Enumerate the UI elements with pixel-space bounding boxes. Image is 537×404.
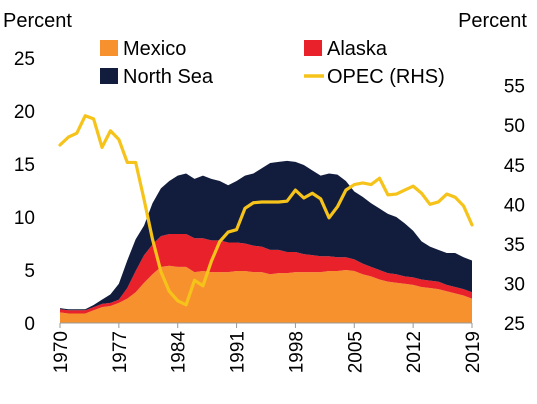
legend-label: North Sea — [123, 66, 214, 88]
right-tick-label: 30 — [504, 274, 525, 295]
x-tick-label: 2019 — [463, 331, 484, 373]
legend-swatch — [304, 40, 322, 56]
legend-item-opec-rhs: OPEC (RHS) — [304, 66, 445, 88]
legend-label: Alaska — [327, 38, 388, 60]
right-tick-label: 45 — [504, 156, 525, 177]
x-tick-label: 1998 — [286, 331, 307, 373]
x-tick-label: 1984 — [169, 331, 190, 374]
opec-line — [58, 114, 474, 307]
x-tick-label: 1970 — [51, 331, 72, 373]
right-tick-label: 40 — [504, 195, 525, 216]
left-tick-label: 25 — [14, 49, 35, 70]
x-tick-label: 1977 — [110, 331, 131, 373]
alaska-area — [60, 233, 472, 314]
x-tick-label: 2005 — [345, 331, 366, 373]
legend-label: OPEC (RHS) — [327, 66, 445, 88]
x-tick-label: 1991 — [228, 331, 249, 373]
right-axis-title: Percent — [458, 10, 527, 32]
legend-label: Mexico — [123, 38, 186, 60]
right-tick-label: 50 — [504, 116, 525, 137]
left-tick-label: 10 — [14, 208, 35, 229]
x-tick-label: 2012 — [404, 331, 425, 373]
opec-line-layer — [58, 114, 474, 307]
legend-item-mexico: Mexico — [100, 38, 186, 60]
left-axis: 0 5 10 15 20 25 — [14, 49, 35, 335]
legend-swatch — [100, 40, 118, 56]
legend-item-north-sea: North Sea — [100, 66, 214, 88]
right-axis: 25 30 35 40 45 50 55 — [504, 77, 525, 335]
left-tick-label: 0 — [24, 314, 35, 335]
right-tick-label: 55 — [504, 77, 525, 98]
left-axis-title: Percent — [3, 10, 72, 32]
left-tick-label: 20 — [14, 102, 35, 123]
area-layers — [60, 160, 472, 323]
legend: Mexico Alaska North Sea OPEC (RHS) — [100, 38, 445, 88]
north-sea-area — [60, 160, 472, 311]
legend-item-alaska: Alaska — [304, 38, 388, 60]
right-tick-label: 35 — [504, 235, 525, 256]
right-tick-label: 25 — [504, 314, 525, 335]
left-tick-label: 5 — [24, 261, 35, 282]
left-tick-label: 15 — [14, 155, 35, 176]
legend-swatch — [100, 68, 118, 84]
x-axis: 1970 1977 1984 1991 1998 2005 2012 2019 — [51, 323, 484, 373]
